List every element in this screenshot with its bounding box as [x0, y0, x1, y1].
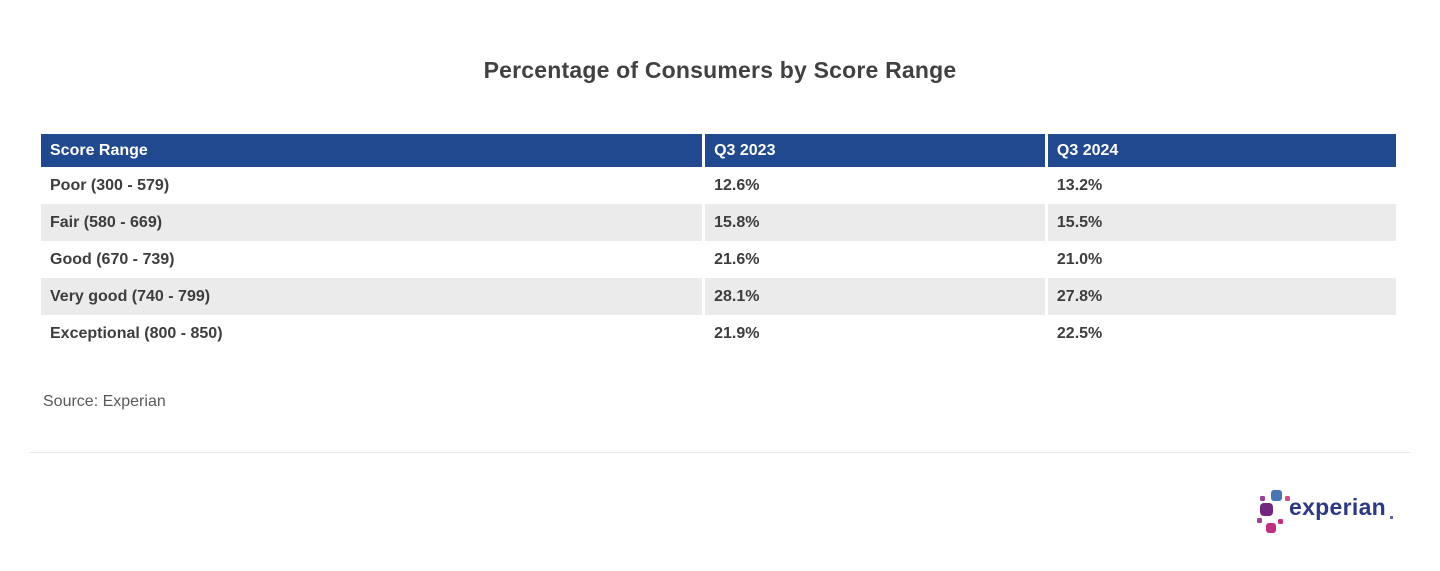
- logo-square-purple-icon: [1260, 503, 1273, 516]
- footer-divider: [30, 452, 1410, 453]
- cell-q3-2024: 27.8%: [1044, 278, 1396, 315]
- column-header-q3-2023: Q3 2023: [702, 134, 1047, 167]
- table-row: Very good (740 - 799) 28.1% 27.8%: [41, 278, 1396, 315]
- cell-q3-2024: 21.0%: [1044, 241, 1396, 278]
- cell-q3-2023: 15.8%: [702, 204, 1047, 241]
- cell-q3-2024: 13.2%: [1044, 167, 1396, 204]
- logo-square-magenta-icon: [1266, 523, 1276, 533]
- table-row: Good (670 - 739) 21.6% 21.0%: [41, 241, 1396, 278]
- source-note: Source: Experian: [43, 393, 166, 410]
- logo-square-blue-icon: [1271, 490, 1282, 501]
- score-range-table: Score Range Q3 2023 Q3 2024 Poor (300 - …: [41, 134, 1396, 352]
- cell-q3-2023: 12.6%: [702, 167, 1047, 204]
- table-row: Exceptional (800 - 850) 21.9% 22.5%: [41, 315, 1396, 352]
- logo-dot-magenta-small-icon: [1278, 519, 1283, 524]
- experian-wordmark: experian: [1289, 494, 1387, 520]
- page-title: Percentage of Consumers by Score Range: [483, 57, 957, 83]
- row-label: Exceptional (800 - 850): [41, 315, 704, 352]
- table-row: Fair (580 - 669) 15.8% 15.5%: [41, 204, 1396, 241]
- logo-dot-pink-small-icon: [1285, 496, 1290, 501]
- logo-dot-violet-small2-icon: [1257, 518, 1262, 523]
- cell-q3-2024: 15.5%: [1044, 204, 1396, 241]
- row-label: Very good (740 - 799): [41, 278, 704, 315]
- trademark-dot-icon: [1390, 516, 1393, 519]
- consumers-by-score-table: Score Range Q3 2023 Q3 2024 Poor (300 - …: [41, 134, 1396, 352]
- cell-q3-2023: 28.1%: [702, 278, 1047, 315]
- row-label: Fair (580 - 669): [41, 204, 704, 241]
- cell-q3-2024: 22.5%: [1044, 315, 1396, 352]
- row-label: Poor (300 - 579): [41, 167, 704, 204]
- column-header-q3-2024: Q3 2024: [1044, 134, 1396, 167]
- table-row: Poor (300 - 579) 12.6% 13.2%: [41, 167, 1396, 204]
- row-label: Good (670 - 739): [41, 241, 704, 278]
- column-header-score-range: Score Range: [41, 134, 704, 167]
- cell-q3-2023: 21.9%: [702, 315, 1047, 352]
- table-header-row: Score Range Q3 2023 Q3 2024: [41, 134, 1396, 167]
- cell-q3-2023: 21.6%: [702, 241, 1047, 278]
- logo-dot-violet-small-icon: [1260, 496, 1265, 501]
- experian-logo-icon: [1256, 486, 1292, 534]
- experian-logo: experian: [1256, 486, 1401, 536]
